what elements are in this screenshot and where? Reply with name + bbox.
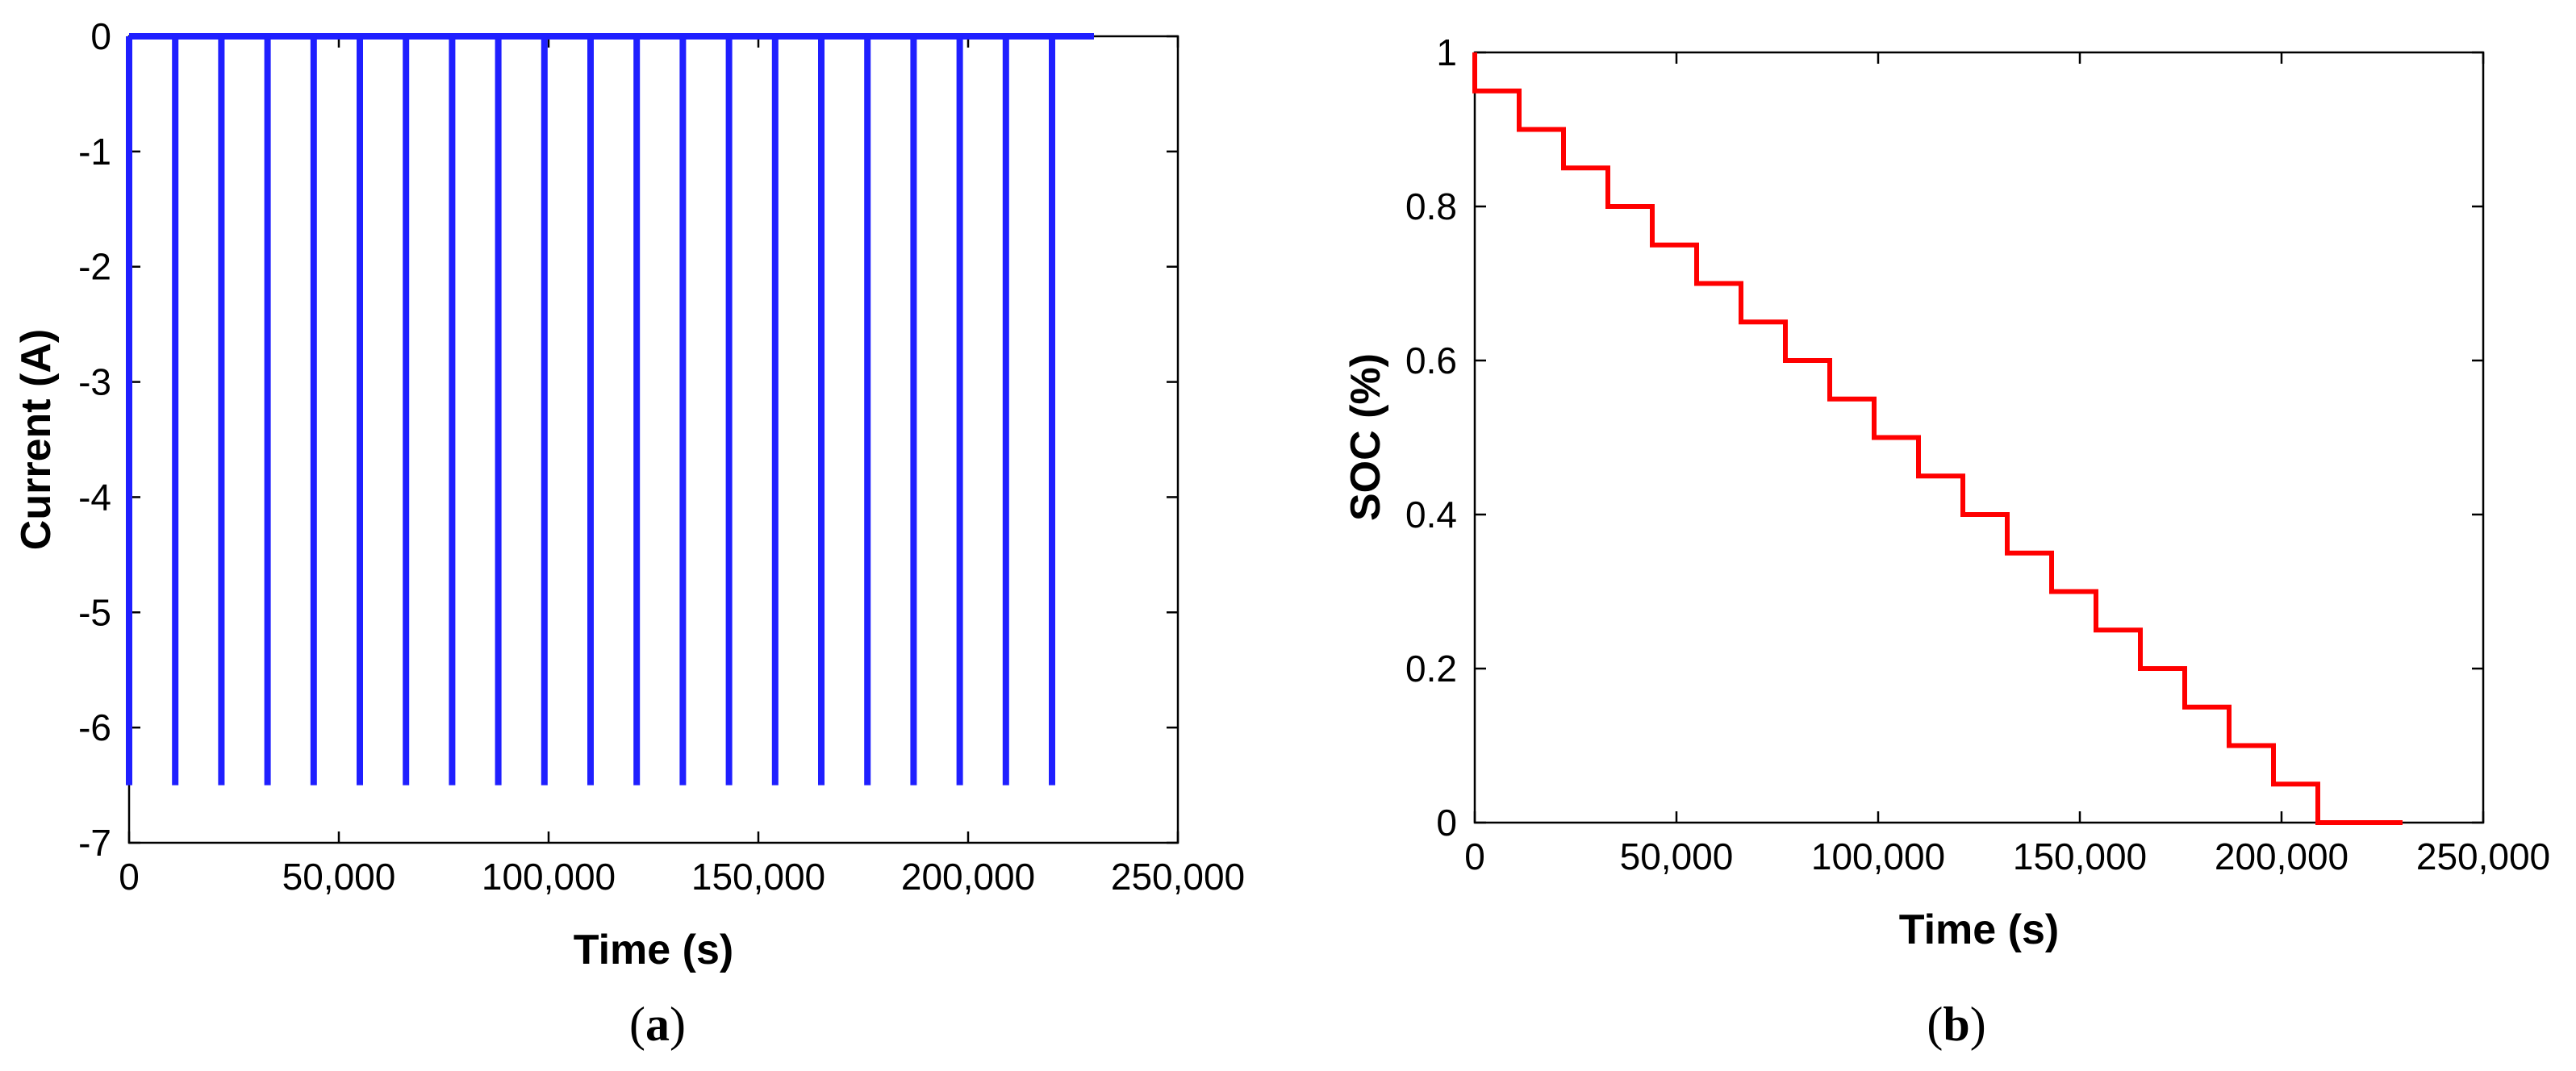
panel-b-plot-frame [1473, 51, 2485, 824]
panel-a-ticks: 0 50,000 100,000 150,000 200,000 250,000 0 -1 -2… [78, 15, 1245, 898]
panel-a-x-tick-label: 200,000 [901, 856, 1035, 898]
panel-a-x-tick-label: 250,000 [1111, 856, 1245, 898]
panel-b-y-tick-label: 0.4 [1405, 494, 1457, 536]
panel-b-y-tick-label: 0.8 [1405, 185, 1457, 227]
panel-a-x-tick-label: 150,000 [691, 856, 825, 898]
panel-a-y-axis-title: Current (A) [13, 329, 60, 550]
panel-b-x-axis-title: Time (s) [1899, 906, 2059, 953]
panel-b-y-tick-label: 0 [1436, 802, 1457, 844]
panel-b-x-tick-label: 0 [1464, 836, 1485, 877]
panel-b-x-tick-label: 200,000 [2215, 836, 2348, 877]
panel-b-y-tick-label: 0.6 [1405, 340, 1457, 381]
panel-a-y-tick-label: -5 [78, 591, 111, 633]
panel-a-x-tick-label: 100,000 [482, 856, 616, 898]
panel-a-x-tick-label: 50,000 [282, 856, 396, 898]
panel-a-y-tick-label: -4 [78, 476, 111, 518]
panel-a-y-tick-label: -2 [78, 246, 111, 288]
panel-b-x-tick-label: 250,000 [2416, 836, 2550, 877]
panel-a-y-tick-label: -6 [78, 706, 111, 748]
panel-b-soc-line [1472, 52, 2403, 825]
panel-b-x-tick-label: 100,000 [1811, 836, 1945, 877]
panel-a-y-tick-label: 0 [90, 15, 111, 57]
panel-b-x-tick-label: 150,000 [2013, 836, 2147, 877]
panel-b-y-axis-title: SOC (%) [1342, 353, 1389, 521]
panel-b-ticks: 0 50,000 100,000 150,000 200,000 250,000 0 0.2 0… [1405, 31, 2550, 877]
panel-a-y-tick-label: -3 [78, 361, 111, 403]
panel-a-y-tick-label: -7 [78, 822, 111, 864]
panel-a-caption: (a) [629, 998, 686, 1051]
panel-a-y-tick-label: -1 [78, 131, 111, 173]
panel-a-x-tick-label: 0 [119, 856, 140, 898]
panel-a: 0 50,000 100,000 150,000 200,000 250,000 0 -1 -2… [13, 15, 1245, 1051]
panel-b-x-tick-label: 50,000 [1620, 836, 1734, 877]
panel-b: 0 50,000 100,000 150,000 200,000 250,000 0 0.2 0… [1342, 31, 2550, 1051]
panel-a-plot-frame [127, 35, 1179, 844]
panel-b-caption: (b) [1927, 998, 1985, 1051]
panel-a-caption-letter: a [645, 998, 670, 1051]
panel-b-caption-letter: b [1943, 998, 1969, 1051]
panel-a-x-axis-title: Time (s) [574, 927, 733, 973]
panel-b-y-tick-label: 0.2 [1405, 648, 1457, 690]
panel-b-y-tick-label: 1 [1436, 31, 1457, 73]
panel-b-series [1472, 52, 2403, 825]
panel-a-series [126, 33, 1094, 786]
